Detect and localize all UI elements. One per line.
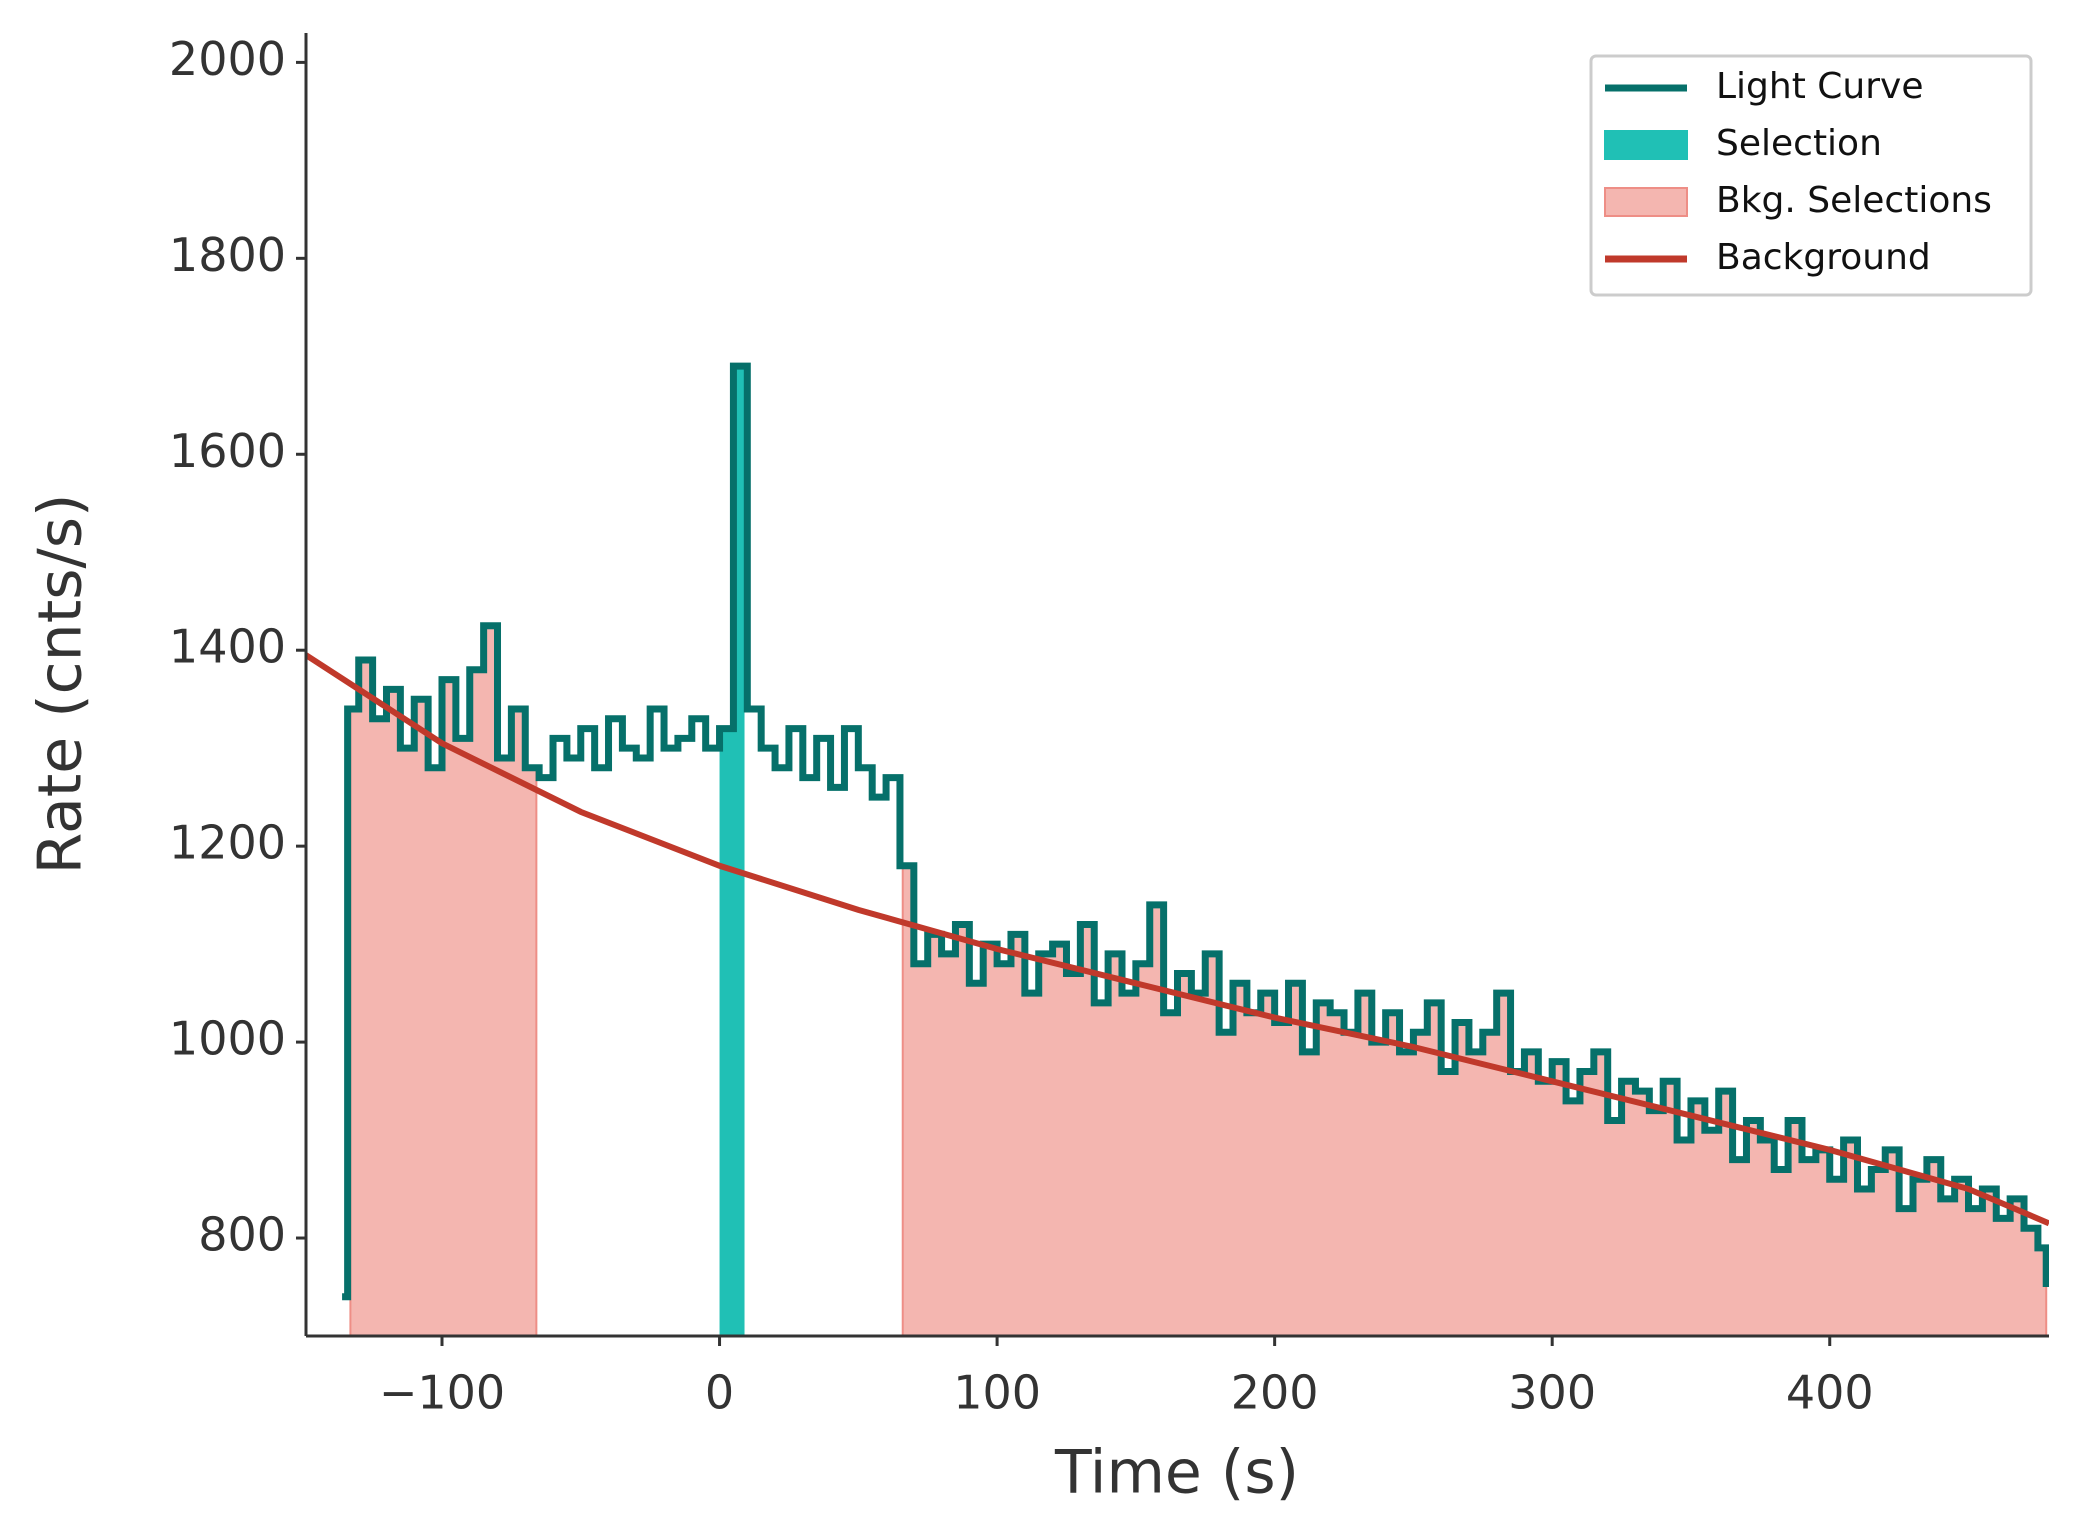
legend-label: Bkg. Selections xyxy=(1716,180,1992,221)
x-tick-label: 200 xyxy=(1231,1366,1319,1420)
x-tick-label: 300 xyxy=(1508,1366,1596,1420)
x-tick-label: 400 xyxy=(1786,1366,1874,1420)
x-axis-label: Time (s) xyxy=(1054,1438,1299,1508)
y-axis-label: Rate (cnts/s) xyxy=(26,494,96,875)
legend-swatch xyxy=(1604,187,1688,217)
y-tick-label: 800 xyxy=(198,1208,286,1262)
selection xyxy=(719,366,745,1336)
y-tick-label: 1800 xyxy=(169,228,286,282)
y-tick-label: 1200 xyxy=(169,816,286,870)
legend-label: Background xyxy=(1716,237,1931,278)
legend-box xyxy=(1589,54,2033,297)
x-tick-label: 0 xyxy=(705,1366,734,1420)
x-tick-label: −100 xyxy=(379,1366,505,1420)
y-tick-label: 1400 xyxy=(169,620,286,674)
bkg-selection xyxy=(901,864,2048,1336)
x-tick-label: 100 xyxy=(953,1366,1041,1420)
y-tick-label: 1000 xyxy=(169,1012,286,1066)
y-tick-label: 2000 xyxy=(169,32,286,86)
y-tick-label: 1600 xyxy=(169,424,286,478)
legend-label: Light Curve xyxy=(1716,66,1924,107)
background-line xyxy=(306,652,2049,1227)
legend-label: Selection xyxy=(1716,123,1882,164)
plot xyxy=(306,362,2049,1336)
legend-swatch xyxy=(1604,130,1688,160)
light-curve xyxy=(342,362,2049,1301)
